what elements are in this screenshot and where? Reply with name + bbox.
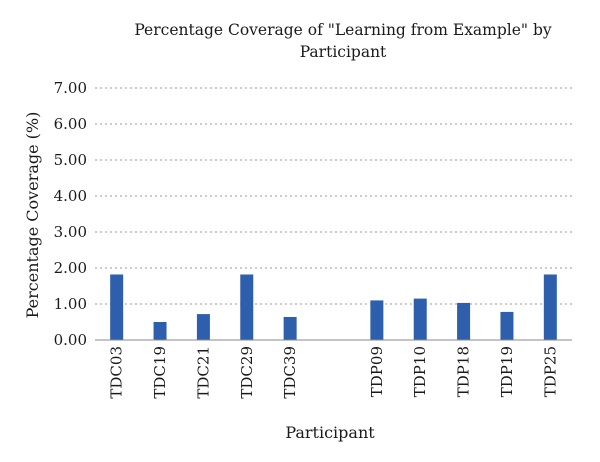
x-tick-label: TDC29	[238, 346, 256, 399]
x-tick-label: TDC39	[281, 346, 299, 399]
gridlines	[95, 87, 572, 305]
y-tick-label: 1.00	[54, 295, 87, 313]
chart-title-line-1: Percentage Coverage of "Learning from Ex…	[134, 21, 552, 39]
bar-tdc19	[153, 322, 167, 340]
y-tick-label: 6.00	[54, 115, 87, 133]
y-axis-label: Percentage Coverage (%)	[23, 112, 42, 319]
x-tick-label: TDP18	[455, 346, 473, 397]
bar-tdp18	[457, 302, 471, 340]
y-tick-label: 2.00	[54, 259, 87, 277]
bar-tdc21	[196, 314, 210, 340]
x-tick-label: TDC21	[194, 346, 212, 399]
bar-tdp25	[543, 274, 557, 340]
y-axis-ticks: 0.00 1.00 2.00 3.00 4.00 5.00 6.00 7.00	[54, 79, 87, 349]
x-tick-label: TDP19	[498, 346, 516, 397]
y-tick-label: 0.00	[54, 331, 87, 349]
chart-title-line-2: Participant	[300, 43, 387, 61]
bar-tdc29	[240, 274, 254, 340]
bar-tdp09	[370, 300, 384, 340]
x-tick-label: TDC03	[108, 346, 126, 399]
bar-tdc03	[110, 274, 124, 340]
y-tick-label: 5.00	[54, 151, 87, 169]
bar-tdc39	[283, 316, 297, 340]
bars	[110, 274, 557, 340]
x-tick-label: TDP10	[411, 346, 429, 397]
y-tick-label: 7.00	[54, 79, 87, 97]
x-axis-label: Participant	[285, 423, 375, 442]
x-axis-ticks: TDC03 TDC19 TDC21 TDC29 TDC39 TDP09 TDP10 TDP18…	[108, 346, 560, 399]
bar-tdp19	[500, 311, 514, 340]
y-tick-label: 3.00	[54, 223, 87, 241]
x-tick-label: TDP25	[541, 346, 559, 397]
x-tick-label: TDC19	[151, 346, 169, 399]
y-tick-label: 4.00	[54, 187, 87, 205]
x-tick-label: TDP09	[368, 346, 386, 397]
bar-tdp10	[413, 298, 427, 340]
